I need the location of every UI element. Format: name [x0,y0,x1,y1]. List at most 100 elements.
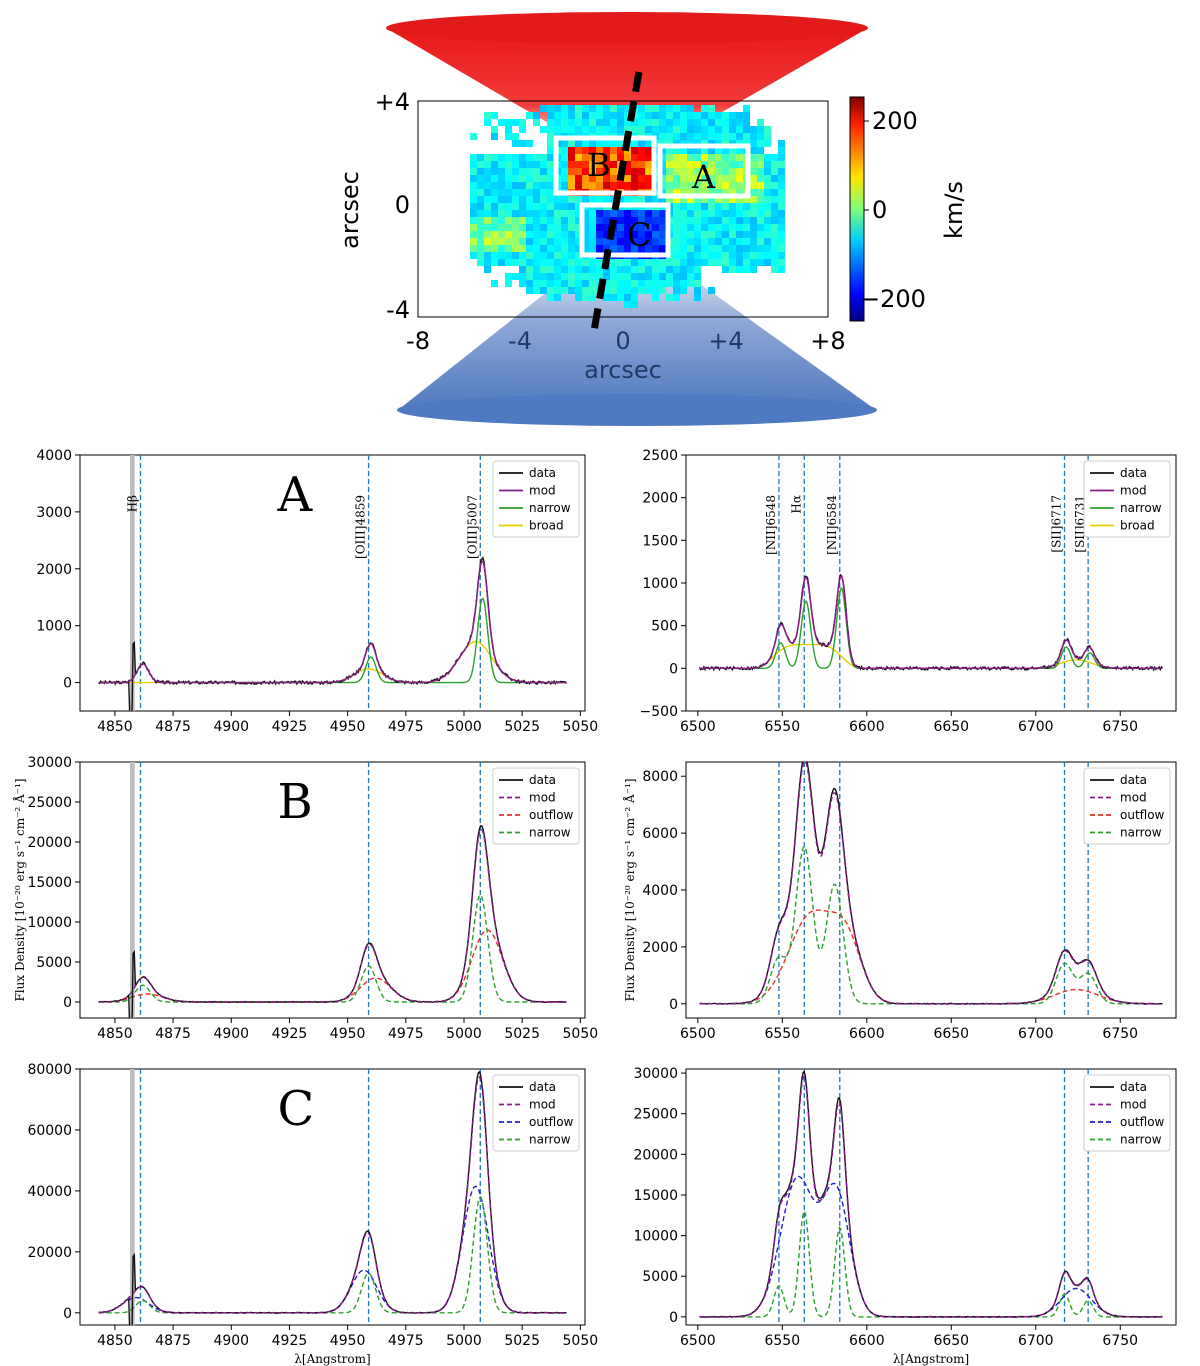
x-axis-label: λ[Angstrom] [893,1352,969,1366]
velocity-pixel [673,189,680,196]
velocity-pixel [589,280,596,287]
velocity-pixel [687,238,694,245]
velocity-pixel [645,217,652,224]
velocity-pixel [764,196,771,203]
velocity-pixel [582,182,589,189]
velocity-pixel [477,238,484,245]
velocity-pixel [764,154,771,161]
velocity-pixel [596,105,603,112]
velocity-pixel [701,154,708,161]
velocity-pixel [638,245,645,252]
velocity-pixel [645,154,652,161]
velocity-pixel [680,147,687,154]
velocity-pixel [582,294,589,301]
velocity-pixel [505,189,512,196]
velocity-pixel [561,266,568,273]
velocity-pixel [603,182,610,189]
velocity-pixel [582,175,589,182]
y-tick-label: 25000 [633,1107,678,1123]
velocity-pixel [764,175,771,182]
velocity-pixel [729,245,736,252]
velocity-pixel [624,217,631,224]
velocity-pixel [757,182,764,189]
velocity-pixel [757,154,764,161]
velocity-pixel [491,126,498,133]
velocity-pixel [764,126,771,133]
velocity-pixel [659,133,666,140]
velocity-pixel [624,161,631,168]
velocity-pixel [645,126,652,133]
y-tick-label: 2000 [642,940,678,956]
velocity-pixel [568,168,575,175]
velocity-pixel [638,287,645,294]
region-box-a[interactable] [657,143,751,199]
velocity-pixel [715,224,722,231]
velocity-pixel [687,161,694,168]
velocity-pixel [519,266,526,273]
velocity-pixel [512,252,519,259]
velocity-pixel [575,238,582,245]
velocity-pixel [687,259,694,266]
region-box-b[interactable] [553,135,657,196]
velocity-pixel [708,259,715,266]
velocity-pixel [589,217,596,224]
velocity-pixel [568,273,575,280]
velocity-pixel [722,259,729,266]
velocity-pixel [750,210,757,217]
velocity-pixel [631,231,638,238]
velocity-pixel [757,175,764,182]
velocity-pixel [561,238,568,245]
velocity-pixel [624,154,631,161]
velocity-pixel [645,224,652,231]
velocity-pixel [561,203,568,210]
velocity-pixel [778,168,785,175]
velocity-pixel [722,147,729,154]
velocity-pixel [701,245,708,252]
legend-entry: narrow [1120,826,1162,840]
velocity-pixel [512,210,519,217]
velocity-pixel [582,105,589,112]
velocity-pixel [631,168,638,175]
velocity-pixel [603,112,610,119]
legend: data mod outflow narrow [492,767,580,845]
velocity-pixel [568,126,575,133]
velocity-pixel [743,259,750,266]
colorbar-label: km/s [940,181,968,239]
velocity-pixel [505,217,512,224]
velocity-pixel [603,238,610,245]
velocity-pixel [505,196,512,203]
velocity-pixel [687,126,694,133]
velocity-pixel [652,280,659,287]
velocity-pixel [722,182,729,189]
velocity-pixel [680,266,687,273]
velocity-pixel [624,126,631,133]
velocity-pixel [617,231,624,238]
legend-entry: outflow [1120,808,1165,822]
velocity-pixel [743,245,750,252]
velocity-pixel [771,168,778,175]
x-tick-label: 4875 [155,1026,191,1042]
velocity-pixel [505,119,512,126]
velocity-pixel [526,252,533,259]
legend: data mod narrow broad [1083,460,1171,538]
velocity-pixel [694,245,701,252]
velocity-pixel [778,161,785,168]
velocity-pixel [561,245,568,252]
velocity-pixel [624,294,631,301]
velocity-pixel [554,231,561,238]
region-box-c[interactable] [579,202,671,258]
velocity-pixel [659,196,666,203]
velocity-pixel [505,238,512,245]
velocity-pixel [687,224,694,231]
velocity-pixel [715,112,722,119]
velocity-pixel [498,119,505,126]
x-tick-label: 4850 [97,1333,133,1349]
velocity-pixel [715,245,722,252]
velocity-pixel [582,273,589,280]
velocity-pixel [512,175,519,182]
velocity-pixel [554,203,561,210]
velocity-pixel [540,175,547,182]
velocity-pixel [631,140,638,147]
velocity-pixel [673,168,680,175]
velocity-pixel [603,273,610,280]
